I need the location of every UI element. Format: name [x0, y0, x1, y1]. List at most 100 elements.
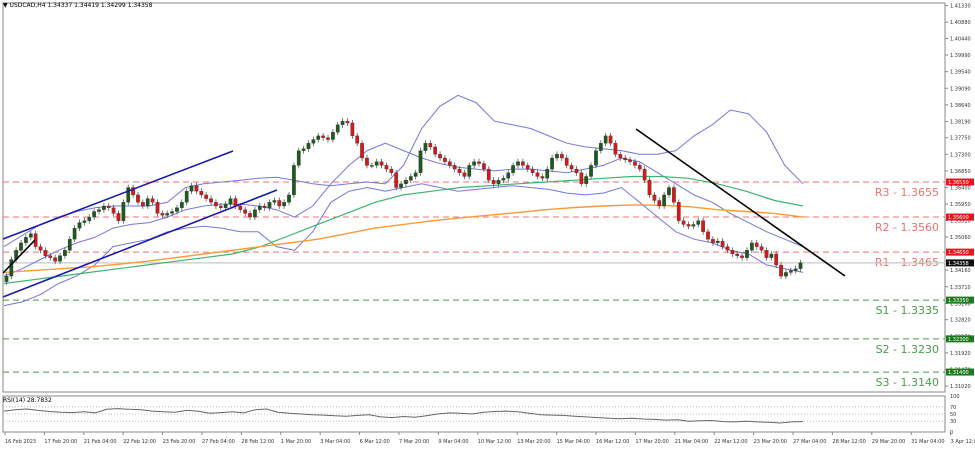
bearish-candle	[140, 202, 145, 207]
x-tick-label: 9 Mar 04:00	[438, 439, 468, 445]
moving-average-green-line	[3, 175, 804, 285]
bullish-candle	[165, 213, 170, 216]
bearish-candle	[608, 135, 613, 144]
y-tick-label: 1.36400	[950, 186, 971, 192]
bearish-candle	[759, 246, 764, 251]
y-tick-label: 1.33260	[950, 301, 971, 307]
bullish-candle	[92, 211, 96, 218]
bearish-candle	[569, 165, 574, 170]
bearish-candle	[136, 194, 140, 203]
bullish-candle	[77, 222, 82, 229]
price-tag-r2	[946, 213, 974, 221]
bullish-candle	[19, 242, 23, 251]
price-tag-label: 1.32300	[948, 337, 969, 343]
bearish-candle	[642, 168, 647, 181]
bullish-candle	[399, 183, 403, 188]
bullish-candle	[126, 187, 131, 203]
x-tick-label: 28 Feb 12:00	[241, 439, 274, 445]
y-tick-label: 1.36850	[950, 169, 971, 175]
y-tick-label: 1.38640	[950, 103, 971, 109]
bullish-candle	[335, 124, 340, 133]
x-tick-label: 22 Feb 12:00	[123, 439, 156, 445]
x-tick-label: 22 Mar 12:00	[714, 439, 747, 445]
bullish-candle	[331, 132, 335, 140]
bullish-candle	[87, 216, 92, 221]
bearish-candle	[764, 250, 769, 258]
bullish-candle	[545, 168, 550, 179]
bullish-candle	[584, 176, 589, 184]
bullish-candle	[340, 120, 345, 125]
bullish-candle	[404, 180, 408, 184]
bullish-candle	[272, 200, 277, 203]
bearish-candle	[564, 157, 569, 166]
rsi-title: RSI(14) 28.7832	[3, 397, 52, 404]
y-tick-label: 1.38190	[950, 119, 971, 125]
bearish-candle	[262, 205, 267, 208]
bearish-candle	[482, 163, 486, 170]
x-tick-label: 6 Mar 12:00	[360, 439, 390, 445]
level-label-s3: S3 - 1.3140	[876, 376, 939, 389]
bearish-candle	[735, 253, 740, 256]
descending-trendline[interactable]	[635, 128, 846, 277]
bearish-candle	[218, 205, 223, 208]
bearish-candle	[774, 253, 779, 266]
bullish-candle	[287, 194, 291, 203]
bullish-candle	[223, 203, 228, 208]
bullish-candle	[4, 275, 9, 282]
bearish-candle	[150, 198, 155, 203]
bullish-candle	[749, 242, 754, 251]
bearish-candle	[155, 202, 160, 214]
bearish-candle	[443, 157, 447, 162]
bullish-candle	[267, 202, 272, 208]
bullish-candle	[418, 150, 423, 173]
x-tick-label: 3 Apr 12:00	[951, 439, 975, 445]
bearish-candle	[194, 185, 199, 192]
bullish-candle	[24, 237, 28, 244]
bullish-candle	[374, 161, 379, 166]
bearish-candle	[433, 146, 438, 155]
bearish-candle	[48, 255, 53, 258]
bearish-candle	[477, 161, 481, 164]
bullish-candle	[301, 148, 306, 151]
bearish-candle	[384, 165, 389, 170]
bearish-candle	[491, 180, 496, 184]
level-label-s1: S1 - 1.3335	[876, 304, 939, 317]
current-price-label: 1.34358	[948, 261, 969, 267]
y-tick-label: 1.35950	[950, 202, 971, 208]
bearish-candle	[452, 165, 457, 170]
bullish-candle	[184, 191, 189, 203]
rsi-tick-label: 0	[950, 430, 953, 436]
price-tag-s1	[946, 296, 974, 304]
bearish-candle	[623, 157, 628, 161]
bearish-candle	[326, 137, 330, 140]
bearish-candle	[106, 205, 111, 208]
collapse-triangle-icon[interactable]: ▼	[3, 2, 8, 9]
channel-lower-line[interactable]	[2, 189, 278, 298]
rsi-tick-label: 30	[950, 419, 956, 425]
channel-upper-line[interactable]	[2, 150, 234, 240]
bullish-candle	[63, 250, 67, 256]
bollinger-lower-line	[3, 183, 804, 307]
bearish-candle	[233, 198, 238, 207]
bullish-candle	[253, 209, 257, 218]
bullish-candle	[179, 202, 184, 208]
price-tag-label: 1.31400	[948, 370, 969, 376]
bearish-candle	[38, 246, 43, 251]
symbol-label: USDCAD,H4	[9, 2, 46, 9]
x-tick-label: 3 Mar 04:00	[320, 439, 350, 445]
bearish-candle	[672, 187, 676, 203]
bearish-candle	[389, 168, 394, 173]
bearish-candle	[559, 154, 564, 159]
bullish-candle	[598, 143, 603, 151]
short-trendline[interactable]	[2, 239, 36, 274]
bullish-candle	[72, 227, 77, 240]
bearish-candle	[681, 220, 686, 225]
y-tick-label: 1.41330	[950, 4, 971, 10]
bearish-candle	[540, 176, 545, 179]
bearish-candle	[365, 157, 369, 166]
bearish-candle	[779, 264, 783, 277]
bullish-candle	[589, 165, 593, 177]
bullish-candle	[467, 165, 472, 177]
bullish-candle	[784, 272, 788, 277]
